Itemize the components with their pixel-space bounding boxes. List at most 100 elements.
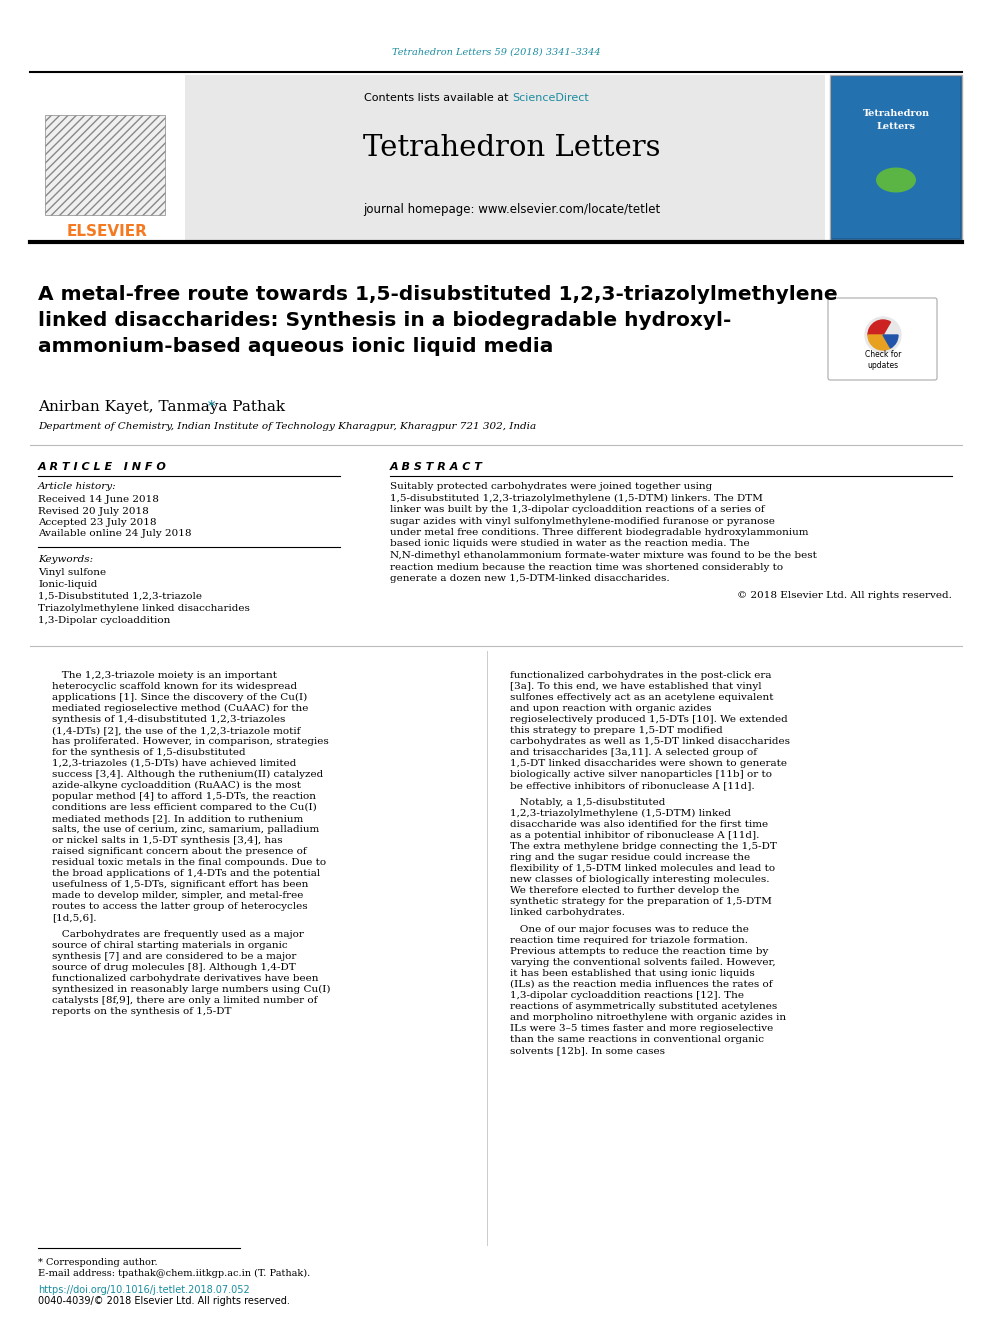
Text: E-mail address: tpathak@chem.iitkgp.ac.in (T. Pathak).: E-mail address: tpathak@chem.iitkgp.ac.i… [38, 1269, 310, 1278]
Text: [1d,5,6].: [1d,5,6]. [52, 913, 96, 922]
Text: usefulness of 1,5-DTs, significant effort has been: usefulness of 1,5-DTs, significant effor… [52, 880, 309, 889]
Text: Tetrahedron
Letters: Tetrahedron Letters [862, 110, 930, 131]
Text: Triazolylmethylene linked disaccharides: Triazolylmethylene linked disaccharides [38, 605, 250, 613]
Circle shape [865, 318, 901, 353]
Wedge shape [883, 335, 898, 348]
Text: https://doi.org/10.1016/j.tetlet.2018.07.052: https://doi.org/10.1016/j.tetlet.2018.07… [38, 1285, 250, 1295]
Text: N,N-dimethyl ethanolammonium formate-water mixture was found to be the best: N,N-dimethyl ethanolammonium formate-wat… [390, 550, 816, 560]
Text: source of drug molecules [8]. Although 1,4-DT: source of drug molecules [8]. Although 1… [52, 963, 296, 972]
Text: Suitably protected carbohydrates were joined together using: Suitably protected carbohydrates were jo… [390, 482, 712, 491]
Text: 0040-4039/© 2018 Elsevier Ltd. All rights reserved.: 0040-4039/© 2018 Elsevier Ltd. All right… [38, 1297, 290, 1306]
Text: synthesis of 1,4-disubstituted 1,2,3-triazoles: synthesis of 1,4-disubstituted 1,2,3-tri… [52, 714, 286, 724]
Text: 1,5-Disubstituted 1,2,3-triazole: 1,5-Disubstituted 1,2,3-triazole [38, 591, 202, 601]
Text: conditions are less efficient compared to the Cu(I): conditions are less efficient compared t… [52, 803, 316, 812]
Text: 1,3-dipolar cycloaddition reactions [12]. The: 1,3-dipolar cycloaddition reactions [12]… [510, 991, 744, 1000]
Bar [30, 75, 185, 239]
Text: azide-alkyne cycloaddition (RuAAC) is the most: azide-alkyne cycloaddition (RuAAC) is th… [52, 781, 301, 790]
Text: One of our major focuses was to reduce the: One of our major focuses was to reduce t… [510, 925, 749, 934]
Text: A R T I C L E   I N F O: A R T I C L E I N F O [38, 462, 167, 472]
Text: synthesized in reasonably large numbers using Cu(I): synthesized in reasonably large numbers … [52, 986, 330, 994]
Text: applications [1]. Since the discovery of the Cu(I): applications [1]. Since the discovery of… [52, 693, 308, 703]
Text: (ILs) as the reaction media influences the rates of: (ILs) as the reaction media influences t… [510, 980, 773, 990]
Text: and trisaccharides [3a,11]. A selected group of: and trisaccharides [3a,11]. A selected g… [510, 747, 757, 757]
Bar [185, 75, 825, 239]
Ellipse shape [876, 168, 916, 193]
Text: biologically active silver nanoparticles [11b] or to: biologically active silver nanoparticles… [510, 770, 772, 779]
Text: A B S T R A C T: A B S T R A C T [390, 462, 483, 472]
Text: success [3,4]. Although the ruthenium(II) catalyzed: success [3,4]. Although the ruthenium(II… [52, 770, 323, 779]
Text: Tetrahedron Letters: Tetrahedron Letters [363, 134, 661, 161]
Text: as a potential inhibitor of ribonuclease A [11d].: as a potential inhibitor of ribonuclease… [510, 831, 759, 840]
Text: Keywords:: Keywords: [38, 556, 93, 564]
Text: Article history:: Article history: [38, 482, 117, 491]
Text: Notably, a 1,5-disubstituted: Notably, a 1,5-disubstituted [510, 798, 666, 807]
Text: the broad applications of 1,4-DTs and the potential: the broad applications of 1,4-DTs and th… [52, 869, 320, 878]
Text: heterocyclic scaffold known for its widespread: heterocyclic scaffold known for its wide… [52, 681, 298, 691]
Text: based ionic liquids were studied in water as the reaction media. The: based ionic liquids were studied in wate… [390, 540, 750, 549]
Wedge shape [868, 320, 891, 335]
Text: Anirban Kayet, Tanmaya Pathak: Anirban Kayet, Tanmaya Pathak [38, 400, 285, 414]
Text: © 2018 Elsevier Ltd. All rights reserved.: © 2018 Elsevier Ltd. All rights reserved… [737, 590, 952, 599]
Text: sugar azides with vinyl sulfonylmethylene-modified furanose or pyranose: sugar azides with vinyl sulfonylmethylen… [390, 516, 775, 525]
Text: ammonium-based aqueous ionic liquid media: ammonium-based aqueous ionic liquid medi… [38, 337, 554, 356]
Text: this strategy to prepare 1,5-DT modified: this strategy to prepare 1,5-DT modified [510, 726, 723, 736]
Text: Accepted 23 July 2018: Accepted 23 July 2018 [38, 519, 157, 527]
Text: We therefore elected to further develop the: We therefore elected to further develop … [510, 886, 739, 894]
Text: residual toxic metals in the final compounds. Due to: residual toxic metals in the final compo… [52, 859, 326, 867]
Text: synthetic strategy for the preparation of 1,5-DTM: synthetic strategy for the preparation o… [510, 897, 772, 906]
Text: Previous attempts to reduce the reaction time by: Previous attempts to reduce the reaction… [510, 947, 769, 957]
Text: A metal-free route towards 1,5-disubstituted 1,2,3-triazolylmethylene: A metal-free route towards 1,5-disubstit… [38, 284, 837, 304]
Text: reactions of asymmetrically substituted acetylenes: reactions of asymmetrically substituted … [510, 1002, 778, 1011]
Text: it has been established that using ionic liquids: it has been established that using ionic… [510, 968, 755, 978]
Text: linked disaccharides: Synthesis in a biodegradable hydroxyl-: linked disaccharides: Synthesis in a bio… [38, 311, 731, 329]
Bar [832, 77, 960, 238]
Text: popular method [4] to afford 1,5-DTs, the reaction: popular method [4] to afford 1,5-DTs, th… [52, 792, 316, 800]
Text: [3a]. To this end, we have established that vinyl: [3a]. To this end, we have established t… [510, 681, 762, 691]
Text: The 1,2,3-triazole moiety is an important: The 1,2,3-triazole moiety is an importan… [52, 671, 277, 680]
Text: *: * [203, 400, 216, 414]
Text: regioselectively produced 1,5-DTs [10]. We extended: regioselectively produced 1,5-DTs [10]. … [510, 714, 788, 724]
Text: under metal free conditions. Three different biodegradable hydroxylammonium: under metal free conditions. Three diffe… [390, 528, 808, 537]
Text: synthesis [7] and are considered to be a major: synthesis [7] and are considered to be a… [52, 953, 297, 960]
Text: linked carbohydrates.: linked carbohydrates. [510, 908, 625, 917]
Bar [45, 115, 165, 216]
Text: generate a dozen new 1,5-DTM-linked disaccharides.: generate a dozen new 1,5-DTM-linked disa… [390, 574, 670, 583]
Text: 1,3-Dipolar cycloaddition: 1,3-Dipolar cycloaddition [38, 617, 171, 624]
Text: The extra methylene bridge connecting the 1,5-DT: The extra methylene bridge connecting th… [510, 841, 777, 851]
Text: reaction medium because the reaction time was shortened considerably to: reaction medium because the reaction tim… [390, 562, 783, 572]
Text: made to develop milder, simpler, and metal-free: made to develop milder, simpler, and met… [52, 890, 304, 900]
Text: new classes of biologically interesting molecules.: new classes of biologically interesting … [510, 875, 770, 884]
Text: functionalized carbohydrates in the post-click era: functionalized carbohydrates in the post… [510, 671, 772, 680]
Text: Vinyl sulfone: Vinyl sulfone [38, 568, 106, 577]
Text: Contents lists available at: Contents lists available at [364, 93, 512, 103]
Text: Received 14 June 2018: Received 14 June 2018 [38, 495, 159, 504]
Text: reports on the synthesis of 1,5-DT: reports on the synthesis of 1,5-DT [52, 1007, 231, 1016]
Text: 1,2,3-triazolylmethylene (1,5-DTM) linked: 1,2,3-triazolylmethylene (1,5-DTM) linke… [510, 808, 731, 818]
Text: 1,5-disubstituted 1,2,3-triazolylmethylene (1,5-DTM) linkers. The DTM: 1,5-disubstituted 1,2,3-triazolylmethyle… [390, 493, 763, 503]
Text: and morpholino nitroethylene with organic azides in: and morpholino nitroethylene with organi… [510, 1013, 786, 1021]
Text: routes to access the latter group of heterocycles: routes to access the latter group of het… [52, 902, 308, 912]
Text: Check for
updates: Check for updates [865, 351, 901, 369]
Text: linker was built by the 1,3-dipolar cycloaddition reactions of a series of: linker was built by the 1,3-dipolar cycl… [390, 505, 765, 515]
Text: disaccharide was also identified for the first time: disaccharide was also identified for the… [510, 820, 768, 830]
FancyBboxPatch shape [828, 298, 937, 380]
Text: functionalized carbohydrate derivatives have been: functionalized carbohydrate derivatives … [52, 974, 318, 983]
Text: than the same reactions in conventional organic: than the same reactions in conventional … [510, 1035, 764, 1044]
Text: salts, the use of cerium, zinc, samarium, palladium: salts, the use of cerium, zinc, samarium… [52, 826, 319, 833]
Text: Department of Chemistry, Indian Institute of Technology Kharagpur, Kharagpur 721: Department of Chemistry, Indian Institut… [38, 422, 536, 431]
Bar [830, 75, 962, 239]
Text: raised significant concern about the presence of: raised significant concern about the pre… [52, 847, 307, 856]
Text: journal homepage: www.elsevier.com/locate/tetlet: journal homepage: www.elsevier.com/locat… [363, 204, 661, 217]
Text: (1,4-DTs) [2], the use of the 1,2,3-triazole motif: (1,4-DTs) [2], the use of the 1,2,3-tria… [52, 726, 301, 736]
Text: Carbohydrates are frequently used as a major: Carbohydrates are frequently used as a m… [52, 930, 304, 939]
Text: source of chiral starting materials in organic: source of chiral starting materials in o… [52, 941, 288, 950]
Text: 1,2,3-triazoles (1,5-DTs) have achieved limited: 1,2,3-triazoles (1,5-DTs) have achieved … [52, 759, 297, 767]
Text: varying the conventional solvents failed. However,: varying the conventional solvents failed… [510, 958, 776, 967]
Text: Revised 20 July 2018: Revised 20 July 2018 [38, 507, 149, 516]
Text: be effective inhibitors of ribonuclease A [11d].: be effective inhibitors of ribonuclease … [510, 781, 755, 790]
Text: 1,5-DT linked disaccharides were shown to generate: 1,5-DT linked disaccharides were shown t… [510, 759, 787, 767]
Text: mediated regioselective method (CuAAC) for the: mediated regioselective method (CuAAC) f… [52, 704, 309, 713]
Text: and upon reaction with organic azides: and upon reaction with organic azides [510, 704, 711, 713]
Text: catalysts [8f,9], there are only a limited number of: catalysts [8f,9], there are only a limit… [52, 996, 317, 1005]
Text: ring and the sugar residue could increase the: ring and the sugar residue could increas… [510, 853, 750, 863]
